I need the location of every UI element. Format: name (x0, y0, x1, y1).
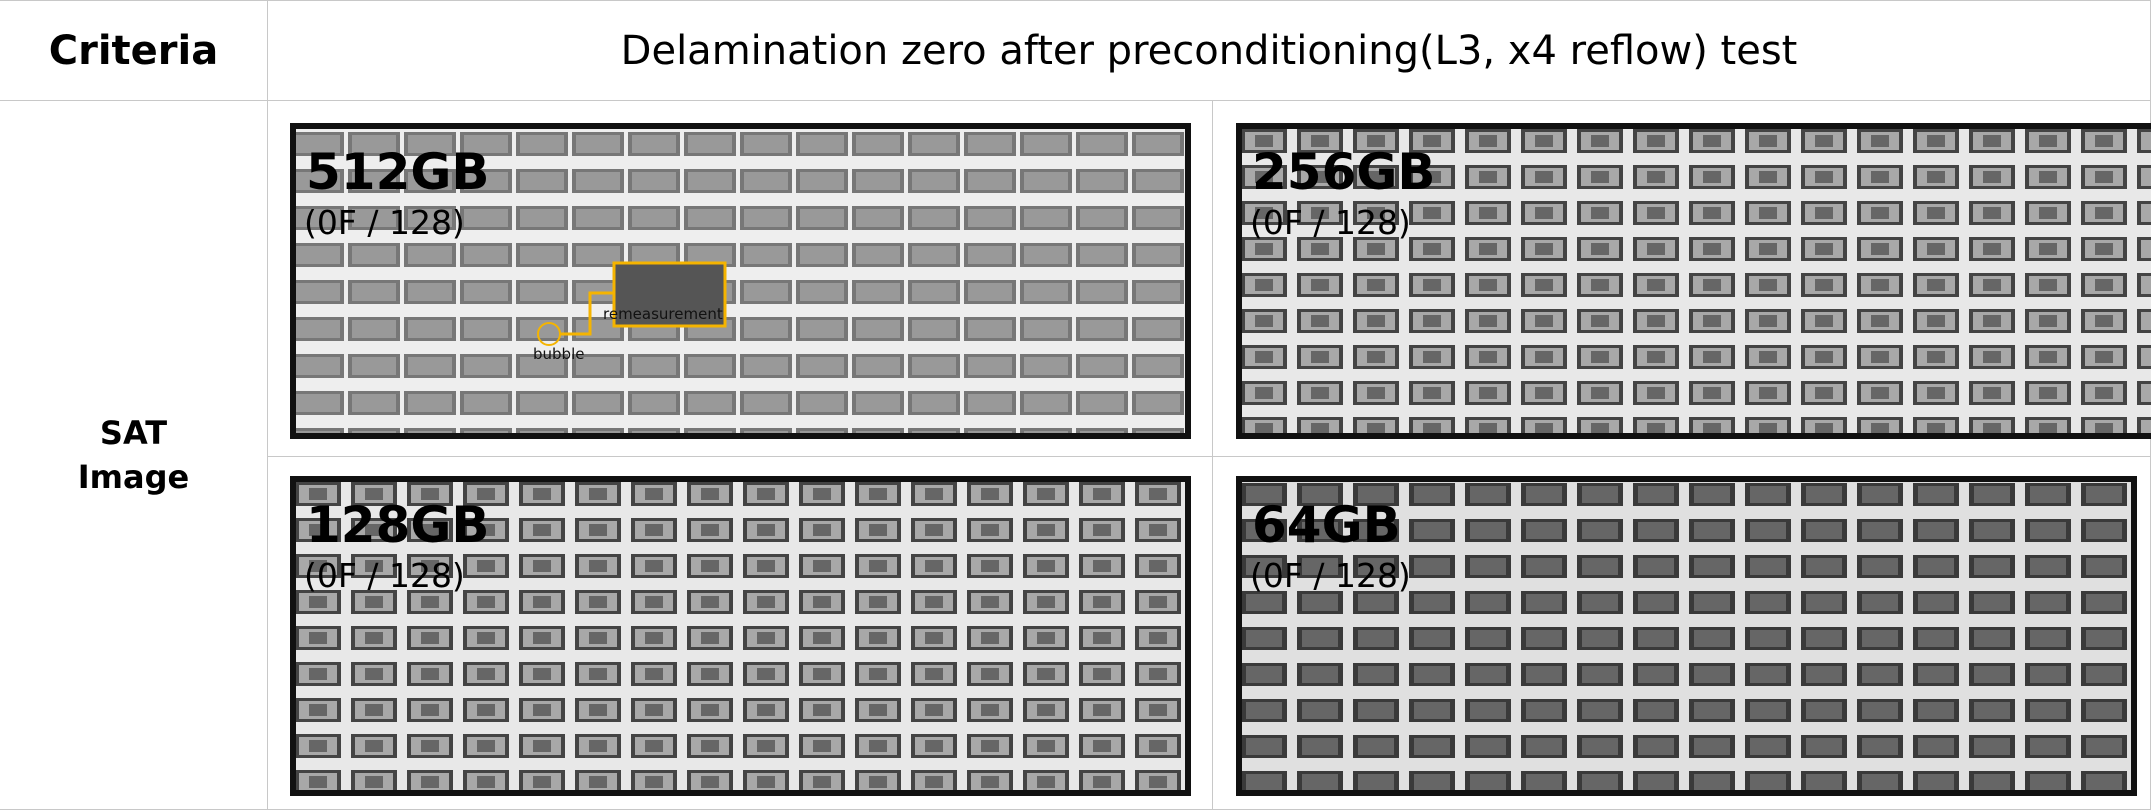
result-label: (0F / 128) (1250, 556, 1411, 595)
capacity-label: 64GB (1252, 496, 1401, 554)
sat-image-panel: 256GB (0F / 128) (1236, 123, 2151, 439)
sat-image-panel: 64GB (0F / 128) (1236, 476, 2137, 796)
result-label: (0F / 128) (304, 203, 465, 242)
title-header: Delamination zero after preconditioning(… (268, 0, 2151, 101)
sat-image-panel: 128GB (0F / 128) (290, 476, 1191, 796)
title-text: Delamination zero after preconditioning(… (621, 28, 1798, 74)
sat-image-panel: 512GB (0F / 128) bubble remeasurement (290, 123, 1191, 439)
row-label-line: SAT (100, 411, 167, 455)
capacity-label: 512GB (306, 143, 490, 201)
result-label: (0F / 128) (1250, 203, 1411, 242)
capacity-label: 256GB (1252, 143, 1436, 201)
criteria-header: Criteria (0, 0, 268, 101)
annotation: remeasurement (603, 305, 723, 323)
criteria-text: Criteria (49, 28, 218, 74)
result-label: (0F / 128) (304, 556, 465, 595)
page: Criteria Delamination zero after precond… (0, 0, 2151, 810)
annotation: bubble (533, 345, 584, 363)
row-label-line: Image (78, 455, 189, 499)
row-label: SAT Image (0, 101, 268, 810)
capacity-label: 128GB (306, 496, 490, 554)
